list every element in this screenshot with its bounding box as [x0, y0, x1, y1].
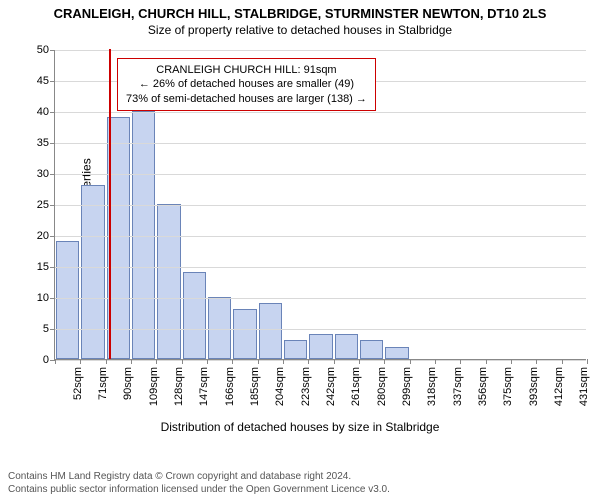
histogram-bar [81, 185, 104, 359]
xtick-mark [511, 359, 512, 364]
xtick-mark [106, 359, 107, 364]
xtick-mark [410, 359, 411, 364]
xtick-label: 242sqm [325, 367, 337, 406]
ytick-label: 30 [37, 168, 55, 180]
xtick-mark [460, 359, 461, 364]
xtick-label: 431sqm [578, 367, 590, 406]
annotation-line: 73% of semi-detached houses are larger (… [126, 92, 367, 106]
gridline [55, 112, 586, 113]
gridline [55, 298, 586, 299]
annotation-line: CRANLEIGH CHURCH HILL: 91sqm [126, 63, 367, 77]
histogram-bar [259, 303, 282, 359]
xtick-label: 412sqm [553, 367, 565, 406]
ytick-label: 0 [43, 354, 55, 366]
xtick-label: 128sqm [173, 367, 185, 406]
histogram-bar [208, 297, 231, 359]
chart-subtitle: Size of property relative to detached ho… [0, 23, 600, 37]
xtick-mark [435, 359, 436, 364]
xtick-mark [156, 359, 157, 364]
xtick-mark [308, 359, 309, 364]
xtick-mark [334, 359, 335, 364]
xtick-mark [283, 359, 284, 364]
xtick-label: 147sqm [198, 367, 210, 406]
gridline [55, 50, 586, 51]
chart-titles: CRANLEIGH, CHURCH HILL, STALBRIDGE, STUR… [0, 0, 600, 37]
plot-area: 0510152025303540455052sqm71sqm90sqm109sq… [54, 50, 586, 360]
histogram-bar [284, 340, 307, 359]
xtick-mark [486, 359, 487, 364]
xtick-mark [384, 359, 385, 364]
xtick-label: 71sqm [97, 367, 109, 400]
xtick-label: 375sqm [502, 367, 514, 406]
xtick-mark [207, 359, 208, 364]
xtick-mark [131, 359, 132, 364]
chart-title: CRANLEIGH, CHURCH HILL, STALBRIDGE, STUR… [0, 6, 600, 21]
annotation-box: CRANLEIGH CHURCH HILL: 91sqm← 26% of det… [117, 58, 376, 111]
xtick-mark [562, 359, 563, 364]
histogram-bar [385, 347, 408, 359]
ytick-label: 40 [37, 106, 55, 118]
xtick-label: 109sqm [148, 367, 160, 406]
histogram-bar [183, 272, 206, 359]
ytick-label: 50 [37, 44, 55, 56]
xtick-mark [55, 359, 56, 364]
gridline [55, 360, 586, 361]
xtick-label: 318sqm [426, 367, 438, 406]
xtick-mark [359, 359, 360, 364]
xtick-label: 337sqm [452, 367, 464, 406]
credits-line2: Contains public sector information licen… [8, 484, 390, 497]
credits-line1: Contains HM Land Registry data © Crown c… [8, 471, 390, 484]
gridline [55, 205, 586, 206]
xtick-mark [258, 359, 259, 364]
gridline [55, 236, 586, 237]
credits: Contains HM Land Registry data © Crown c… [8, 471, 390, 496]
xtick-label: 280sqm [376, 367, 388, 406]
gridline [55, 267, 586, 268]
xtick-label: 166sqm [224, 367, 236, 406]
xtick-mark [80, 359, 81, 364]
xtick-label: 261sqm [350, 367, 362, 406]
xtick-label: 185sqm [249, 367, 261, 406]
xtick-mark [587, 359, 588, 364]
annotation-line: ← 26% of detached houses are smaller (49… [126, 77, 367, 91]
histogram-bar [233, 309, 256, 359]
x-axis-label: Distribution of detached houses by size … [0, 420, 600, 434]
gridline [55, 143, 586, 144]
xtick-label: 299sqm [401, 367, 413, 406]
gridline [55, 329, 586, 330]
ytick-label: 5 [43, 323, 55, 335]
xtick-label: 52sqm [72, 367, 84, 400]
xtick-mark [536, 359, 537, 364]
xtick-label: 204sqm [274, 367, 286, 406]
xtick-label: 356sqm [477, 367, 489, 406]
ytick-label: 15 [37, 261, 55, 273]
xtick-label: 223sqm [300, 367, 312, 406]
histogram-bar [309, 334, 332, 359]
marker-line [109, 49, 111, 359]
ytick-label: 20 [37, 230, 55, 242]
ytick-label: 10 [37, 292, 55, 304]
histogram-bar [157, 204, 180, 359]
xtick-label: 393sqm [528, 367, 540, 406]
ytick-label: 45 [37, 75, 55, 87]
ytick-label: 35 [37, 137, 55, 149]
histogram-bar [360, 340, 383, 359]
gridline [55, 174, 586, 175]
xtick-mark [232, 359, 233, 364]
xtick-label: 90sqm [122, 367, 134, 400]
histogram-bar [335, 334, 358, 359]
chart-area: Number of detached properties 0510152025… [0, 46, 600, 436]
histogram-bar [132, 111, 155, 359]
histogram-bar [56, 241, 79, 359]
ytick-label: 25 [37, 199, 55, 211]
xtick-mark [182, 359, 183, 364]
